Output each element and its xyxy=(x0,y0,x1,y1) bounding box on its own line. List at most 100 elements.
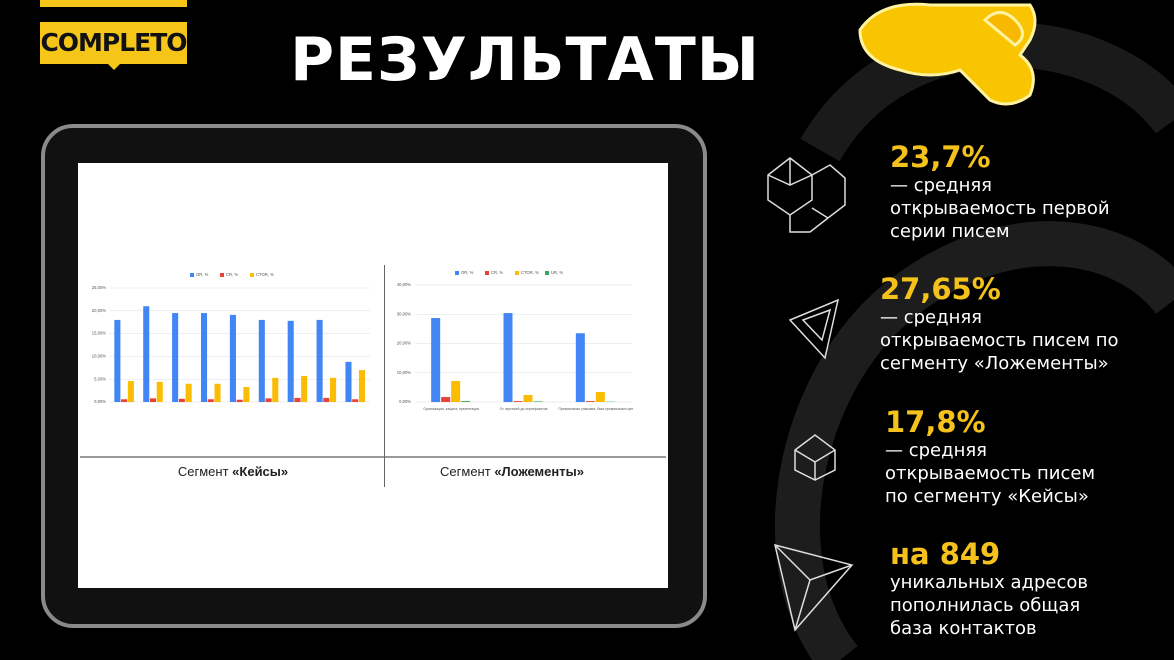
bar xyxy=(236,399,243,402)
legend-label: OR, % xyxy=(196,272,209,277)
stat: 23,7% — средняя открываемость первой серии … xyxy=(890,140,1110,243)
title: РЕЗУЛЬТАТЫ xyxy=(290,25,760,95)
bar xyxy=(149,398,157,402)
bar xyxy=(229,314,236,402)
y-tick-label: 40,00% xyxy=(397,282,411,287)
bar xyxy=(287,320,294,402)
bar xyxy=(503,313,513,402)
caption-segment: «Кейсы» xyxy=(232,464,289,479)
legend-swatch xyxy=(190,273,194,277)
y-tick-label: 15,00% xyxy=(92,331,106,336)
x-tick-label: От чертежей до сертификатов xyxy=(500,407,548,411)
stat-value: 23,7% xyxy=(890,140,991,174)
bar xyxy=(323,397,330,402)
y-tick-label: 0,00% xyxy=(94,399,106,404)
legend-swatch xyxy=(515,271,519,275)
bar xyxy=(185,383,192,402)
stat-value: 17,8% xyxy=(885,405,986,439)
bar xyxy=(294,397,301,402)
bar xyxy=(265,398,272,402)
bar xyxy=(352,399,359,402)
caption-prefix: Сегмент xyxy=(440,464,491,479)
logo-strip xyxy=(40,0,187,7)
bar xyxy=(451,380,461,402)
bg-curve xyxy=(775,221,1174,660)
bar xyxy=(178,398,185,402)
legend-label: CR, % xyxy=(226,272,238,277)
legend-label: UR, % xyxy=(551,270,563,275)
stat-text: — средняя xyxy=(880,307,982,328)
bar xyxy=(301,376,308,402)
stat-text: серии писем xyxy=(890,221,1010,242)
stat-text: пополнилась общая xyxy=(890,595,1081,616)
y-tick-label: 5,00% xyxy=(94,376,106,381)
stat-text: открываемость первой xyxy=(890,198,1110,219)
logo-tail xyxy=(108,64,120,70)
bar xyxy=(214,383,221,402)
bar xyxy=(461,401,471,402)
legend-label: CR, % xyxy=(491,270,503,275)
bar xyxy=(243,386,250,402)
stat-value: 27,65% xyxy=(880,272,1001,306)
caption: Сегмент «Кейсы» xyxy=(83,464,383,479)
icon xyxy=(767,157,854,632)
bar xyxy=(143,306,150,402)
bar xyxy=(431,318,441,402)
bar xyxy=(358,370,365,402)
bar xyxy=(330,377,337,402)
bar xyxy=(575,333,585,402)
x-tick-label: Организация, защита, презентация xyxy=(423,407,479,411)
bar xyxy=(114,319,121,402)
legend-swatch xyxy=(250,273,254,277)
legend-swatch xyxy=(545,271,549,275)
y-tick-label: 20,00% xyxy=(397,341,411,346)
stat-value: на 849 xyxy=(890,537,1001,571)
y-tick-label: 0,00% xyxy=(399,399,411,404)
legend-label: OR, % xyxy=(461,270,474,275)
stat-text: открываемость писем xyxy=(885,463,1096,484)
bar xyxy=(441,397,451,402)
stat-text: — средняя xyxy=(890,175,992,196)
legend-swatch xyxy=(455,271,459,275)
stat-text: уникальных адресов xyxy=(890,572,1088,593)
bar xyxy=(121,399,128,402)
bar xyxy=(595,392,605,402)
stat-text: открываемость писем по xyxy=(880,330,1119,351)
bar xyxy=(533,401,543,402)
bar xyxy=(513,401,523,402)
bar xyxy=(585,401,595,402)
caption-prefix: Сегмент xyxy=(177,464,229,479)
hand-icon xyxy=(858,2,1037,106)
stat-text: база контактов xyxy=(890,618,1037,639)
bar xyxy=(272,377,279,402)
x-tick-label: Премиальная упаковка: база премиальных ц… xyxy=(558,407,633,411)
stat-text: по сегменту «Кейсы» xyxy=(885,486,1089,507)
y-tick-label: 10,00% xyxy=(92,354,106,359)
y-tick-label: 25,00% xyxy=(92,285,106,290)
bar xyxy=(156,381,163,402)
stat-text: сегменту «Ложементы» xyxy=(880,353,1109,374)
legend-label: CTOR, % xyxy=(521,270,539,275)
caption: Сегмент «Ложементы» xyxy=(362,464,662,479)
legend-swatch xyxy=(485,271,489,275)
bar xyxy=(201,313,208,402)
stat: 17,8% — средняя открываемость писем по сегм… xyxy=(885,405,1095,508)
bar xyxy=(316,319,323,402)
bar xyxy=(345,361,352,402)
bar xyxy=(127,381,134,402)
bar xyxy=(258,319,265,402)
logo: COMPLETO xyxy=(40,22,188,64)
y-tick-label: 20,00% xyxy=(92,308,106,313)
stat: на 849 уникальных адресов пополнилась обща… xyxy=(890,537,1088,640)
bar xyxy=(172,313,179,402)
y-tick-label: 10,00% xyxy=(397,370,411,375)
legend-label: CTOR, % xyxy=(256,272,274,277)
bar xyxy=(207,399,214,402)
bar xyxy=(523,394,533,402)
stat: 27,65% — средняя открываемость писем по сег… xyxy=(880,272,1119,375)
caption-segment: «Ложементы» xyxy=(494,464,584,479)
stat-text: — средняя xyxy=(885,440,987,461)
y-tick-label: 30,00% xyxy=(397,311,411,316)
